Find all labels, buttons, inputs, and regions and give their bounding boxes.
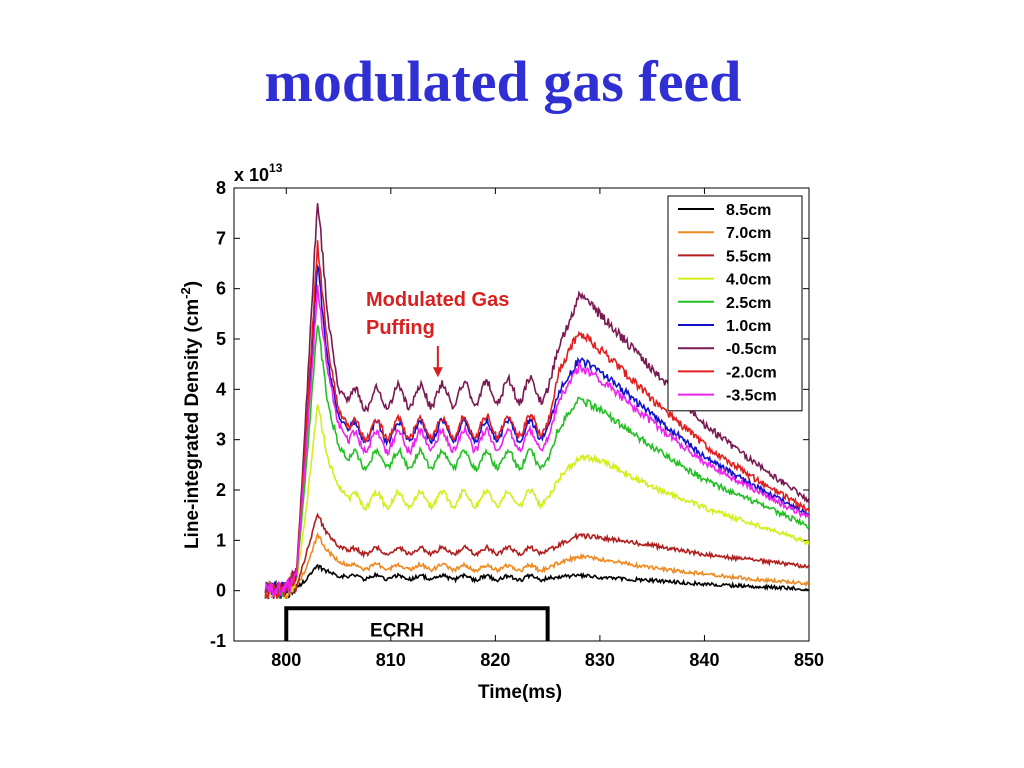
ecrh-bracket: ECRH: [284, 606, 550, 641]
legend-label: 2.5cm: [726, 295, 771, 312]
series-line--0.5cm: [264, 203, 809, 597]
x-axis-title: Time(ms): [478, 682, 562, 703]
tick-layer: 800 810 820 830 840 850 -1 0 1 2 3 4 5 6 7 8: [210, 178, 824, 670]
y-tick-label: 5: [216, 329, 226, 349]
legend-label: -0.5cm: [726, 341, 777, 358]
series-line--2.0cm: [264, 240, 809, 600]
annotation: Modulated Gas Puffing: [366, 289, 509, 378]
y-axis-title-close: ): [182, 281, 203, 287]
ecrh-bracket-line: [284, 606, 550, 641]
series-line-7.0cm: [264, 531, 809, 599]
x-tick-label: 830: [585, 650, 615, 670]
annotation-arrow-head: [432, 367, 443, 378]
series-line-5.5cm: [264, 512, 809, 600]
x-tick-label: 800: [271, 650, 301, 670]
y-axis-title: Line-integrated Density (cm-2): [178, 281, 203, 549]
series-line-8.5cm: [264, 563, 809, 599]
y-tick-label: -1: [210, 631, 226, 651]
legend-label: -3.5cm: [726, 388, 777, 405]
y-multiplier-base: x 10: [234, 165, 269, 185]
legend-label: 1.0cm: [726, 318, 771, 335]
legend-label: 5.5cm: [726, 248, 771, 265]
legend: 8.5cm 7.0cm 5.5cm 4.0cm 2.5cm 1.0cm -0.5cm -2.0…: [667, 195, 803, 412]
y-tick-label: 3: [216, 430, 226, 450]
y-tick-label: 7: [216, 228, 226, 248]
y-tick-label: 0: [216, 581, 226, 601]
y-tick-label: 4: [216, 379, 226, 399]
slide-title: modulated gas feed: [264, 49, 742, 114]
x-tick-label: 850: [794, 650, 824, 670]
x-tick-label: 840: [689, 650, 719, 670]
x-tick-label: 820: [480, 650, 510, 670]
y-multiplier-exponent: 13: [269, 161, 283, 175]
series-line-2.5cm: [264, 325, 809, 599]
annotation-line-2: Puffing: [366, 317, 435, 339]
y-multiplier: x 1013: [234, 161, 283, 185]
y-tick-label: 8: [216, 178, 226, 198]
y-axis-title-sup: -2: [178, 287, 193, 299]
legend-label: 7.0cm: [726, 225, 771, 242]
ecrh-label: ECRH: [370, 620, 424, 641]
legend-label: -2.0cm: [726, 364, 777, 381]
y-tick-label: 2: [216, 480, 226, 500]
x-tick-label: 810: [376, 650, 406, 670]
legend-label: 4.0cm: [726, 272, 771, 289]
y-axis-title-main: Line-integrated Density (cm: [182, 299, 203, 549]
series-line-1.0cm: [264, 263, 809, 599]
annotation-line-1: Modulated Gas: [366, 289, 509, 311]
series-layer: [264, 203, 809, 600]
legend-label: 8.5cm: [726, 202, 771, 219]
y-tick-label: 1: [216, 530, 226, 550]
series-line-4.0cm: [264, 404, 809, 600]
y-tick-label: 6: [216, 279, 226, 299]
series-line--3.5cm: [264, 284, 809, 598]
